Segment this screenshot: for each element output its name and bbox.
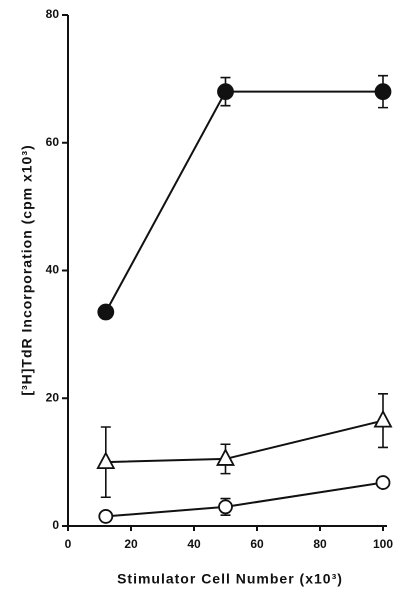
marker bbox=[217, 83, 234, 101]
x-tick-label: 0 bbox=[65, 537, 72, 551]
x-tick-label: 40 bbox=[187, 537, 201, 551]
series-line bbox=[105, 419, 384, 464]
y-tick-label: 40 bbox=[46, 263, 60, 277]
marker bbox=[374, 83, 392, 101]
x-tick-label: 100 bbox=[373, 537, 393, 551]
y-tick-label: 20 bbox=[46, 390, 60, 404]
marker bbox=[216, 448, 235, 466]
marker bbox=[375, 475, 391, 490]
marker bbox=[97, 303, 115, 321]
y-axis-title: [³H]TdR Incorporation (cpm x10³) bbox=[19, 144, 35, 395]
series-line bbox=[104, 90, 383, 313]
series-line bbox=[105, 481, 384, 518]
x-tick-label: 80 bbox=[313, 537, 327, 551]
x-axis-title: Stimulator Cell Number (x10³) bbox=[117, 571, 343, 587]
y-tick-label: 60 bbox=[46, 135, 60, 149]
marker bbox=[98, 509, 114, 524]
marker bbox=[218, 499, 233, 515]
x-tick-label: 60 bbox=[250, 537, 264, 551]
y-tick-label: 0 bbox=[52, 518, 59, 532]
marker bbox=[96, 451, 116, 470]
y-tick-label: 80 bbox=[46, 7, 60, 21]
x-tick-label: 20 bbox=[124, 537, 138, 551]
marker bbox=[373, 409, 393, 428]
